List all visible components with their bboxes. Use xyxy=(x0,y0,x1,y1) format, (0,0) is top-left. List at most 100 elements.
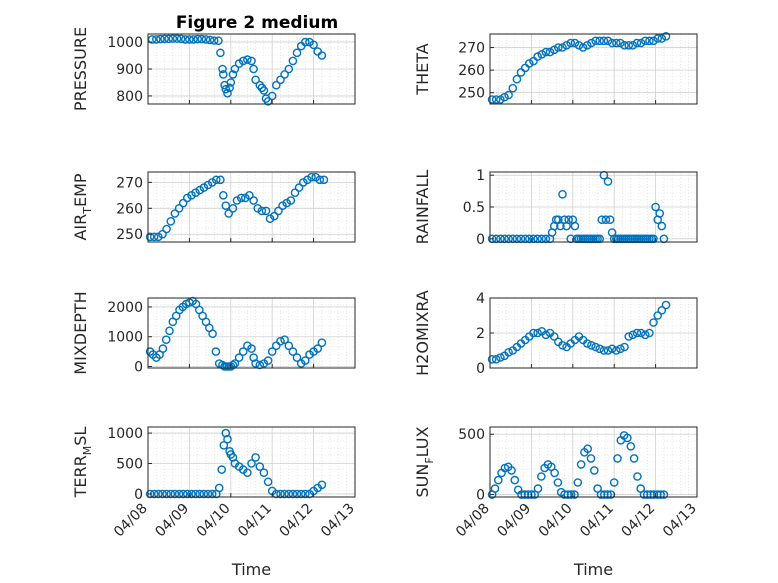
data-point xyxy=(217,465,226,474)
data-point xyxy=(533,328,542,338)
data-point xyxy=(174,489,184,499)
data-point xyxy=(153,489,163,499)
data-point xyxy=(284,341,294,351)
data-point xyxy=(545,47,555,57)
data-point xyxy=(187,489,196,499)
data-point xyxy=(259,86,269,95)
data-point xyxy=(216,48,225,58)
data-point xyxy=(255,462,265,471)
data-point xyxy=(178,489,188,499)
data-point xyxy=(269,211,279,221)
data-point xyxy=(541,47,551,57)
data-point xyxy=(271,80,281,90)
data-point xyxy=(276,336,285,346)
data-point xyxy=(221,201,231,210)
axes-box xyxy=(147,426,356,498)
data-point xyxy=(504,347,513,357)
data-point xyxy=(292,48,302,58)
data-point xyxy=(165,326,174,336)
data-point xyxy=(533,52,542,61)
data-point xyxy=(587,340,596,350)
data-point xyxy=(313,344,323,353)
x-tick-label: 04/10 xyxy=(536,501,576,541)
data-point xyxy=(591,36,600,46)
data-point xyxy=(219,440,229,450)
data-point xyxy=(234,353,244,362)
data-point xyxy=(504,90,513,100)
data-point xyxy=(537,50,547,59)
data-point xyxy=(199,489,209,499)
data-point xyxy=(507,466,516,475)
data-point xyxy=(633,472,642,481)
data-point xyxy=(626,441,636,451)
data-point xyxy=(251,75,260,85)
data-point xyxy=(620,342,629,352)
data-point xyxy=(653,311,663,320)
data-point xyxy=(496,353,505,362)
data-point xyxy=(166,216,176,226)
data-point xyxy=(218,70,228,79)
data-point xyxy=(562,41,571,50)
data-point xyxy=(300,356,310,365)
figure-title: Figure 2 medium xyxy=(176,13,338,33)
data-point xyxy=(612,346,621,355)
data-point xyxy=(191,489,200,499)
data-point xyxy=(286,196,296,205)
data-point xyxy=(156,34,165,44)
subplot-rainfall: 0 0.5 1 RAINFALL xyxy=(413,168,698,248)
data-point xyxy=(238,56,248,66)
data-point xyxy=(267,347,277,356)
subplot-mixdepth: 0 1000 2000 MIXDEPTH xyxy=(71,291,356,376)
data-point xyxy=(185,35,194,44)
data-point xyxy=(491,95,501,104)
data-point xyxy=(624,41,634,50)
data-point xyxy=(508,83,518,93)
data-point xyxy=(590,466,599,475)
data-point xyxy=(574,41,584,50)
y-tick-label: 260 xyxy=(458,63,485,79)
data-point xyxy=(149,232,159,242)
data-point xyxy=(490,484,500,493)
data-point xyxy=(174,203,184,213)
data-point xyxy=(578,43,588,52)
data-point xyxy=(276,75,285,85)
data-point xyxy=(616,38,625,48)
data-point xyxy=(601,215,611,224)
data-point xyxy=(221,428,231,438)
data-point xyxy=(243,55,252,64)
data-point xyxy=(616,344,625,354)
data-point xyxy=(620,41,629,50)
data-point xyxy=(583,444,593,454)
y-axis-label: PRESSURE xyxy=(71,27,90,111)
data-point xyxy=(491,354,501,364)
y-axis-label: SUNFLUX xyxy=(413,426,436,497)
subplot-h2omixra: 0 2 4 H2OMIXRA xyxy=(413,290,698,377)
y-axis-label: RAINFALL xyxy=(413,170,432,245)
data-point xyxy=(661,32,671,41)
data-point xyxy=(218,360,227,370)
data-point xyxy=(274,206,283,216)
data-point xyxy=(158,489,167,499)
data-point xyxy=(205,35,215,45)
data-point xyxy=(609,478,619,487)
data-point xyxy=(170,209,180,218)
x-axis-label: Time xyxy=(573,560,613,579)
data-point xyxy=(656,490,665,499)
x-tick-label: 04/11 xyxy=(577,501,617,541)
data-point xyxy=(657,221,667,231)
data-point xyxy=(529,328,538,338)
data-point xyxy=(249,196,258,205)
data-point xyxy=(595,36,605,46)
data-point xyxy=(191,188,200,197)
data-point xyxy=(251,453,260,462)
data-point xyxy=(145,489,155,499)
data-point xyxy=(176,34,186,44)
data-point xyxy=(599,346,609,355)
data-point xyxy=(193,34,202,44)
data-point xyxy=(487,95,497,104)
data-point xyxy=(553,478,563,487)
axes-box xyxy=(147,171,356,243)
y-axis-label: H2OMIXRA xyxy=(413,290,432,376)
data-point xyxy=(211,347,221,356)
